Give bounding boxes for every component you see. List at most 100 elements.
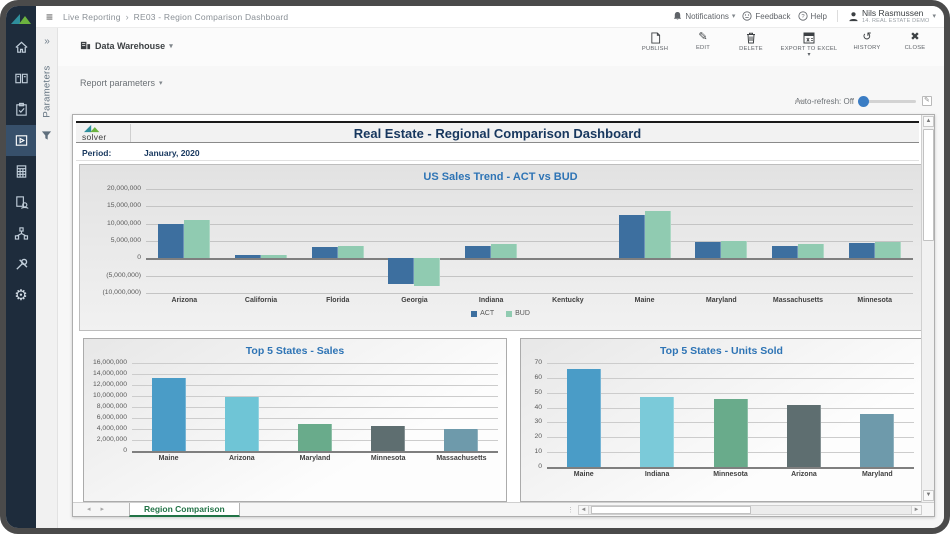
legend-swatch <box>506 311 512 317</box>
drag-handle-icon[interactable]: ⋮ <box>567 506 574 514</box>
y-tick-label: 10,000,000 <box>93 392 127 399</box>
chevron-down-icon: ▾ <box>159 79 163 87</box>
close-icon: ✖ <box>910 32 919 43</box>
tab-nav-arrows[interactable]: ◂▸ <box>87 505 114 513</box>
scroll-left-icon[interactable]: ◄ <box>579 506 589 514</box>
bar-group <box>767 363 840 467</box>
sidebar-item-tools[interactable] <box>6 249 36 280</box>
hamburger-icon[interactable]: ≡ <box>46 10 53 24</box>
y-tick-label: 2,000,000 <box>97 436 127 443</box>
grid-view-icon[interactable] <box>795 100 805 102</box>
filter-icon[interactable] <box>41 128 52 146</box>
x-axis: ArizonaCaliforniaFloridaGeorgiaIndianaKe… <box>146 297 913 304</box>
x-category-label: Minnesota <box>694 471 767 478</box>
scroll-down-icon[interactable]: ▼ <box>923 490 934 501</box>
plot-row: 20,000,00015,000,00010,000,0005,000,0000… <box>80 189 921 293</box>
notifications-button[interactable]: Notifications ▾ <box>673 11 735 21</box>
chevron-down-icon: ▾ <box>932 12 936 20</box>
delete-button[interactable]: DELETE <box>730 32 772 57</box>
x-category-label: Georgia <box>376 297 453 304</box>
sidebar-item-settings[interactable]: ⚙ <box>6 280 36 311</box>
bar-group <box>841 363 914 467</box>
y-tick-label: 30 <box>534 418 542 425</box>
period-label: Period: <box>82 148 111 158</box>
sidebar-item-tasks[interactable] <box>6 94 36 125</box>
user-menu[interactable]: Nils Rasmussen 14. REAL ESTATE DEMO ▾ <box>848 9 936 24</box>
sidebar-item-home[interactable] <box>6 32 36 63</box>
y-tick-label: 15,000,000 <box>107 202 141 209</box>
feedback-button[interactable]: Feedback <box>742 11 790 21</box>
bar-arizona <box>787 405 821 467</box>
history-button[interactable]: ↺ HISTORY <box>846 32 888 57</box>
x-category-label: Indiana <box>620 471 693 478</box>
bar-group <box>146 189 223 293</box>
publish-label: PUBLISH <box>642 46 668 52</box>
y-axis: 16,000,00014,000,00012,000,00010,000,000… <box>84 363 132 451</box>
plot-area <box>146 189 913 293</box>
bar-massachusetts <box>444 429 478 451</box>
sidebar-item-planning[interactable] <box>6 156 36 187</box>
history-icon: ↺ <box>862 32 871 43</box>
bar-bud-arizona <box>184 220 210 258</box>
bar-group <box>836 189 913 293</box>
sidebar-item-live-reporting[interactable] <box>6 125 36 156</box>
nav-sidebar: ⚙ <box>6 6 36 528</box>
bar-maryland <box>298 424 332 451</box>
report-header-band: solver Real Estate - Regional Comparison… <box>76 121 919 143</box>
sidebar-item-library[interactable] <box>6 63 36 94</box>
period-row: Period: January, 2020 <box>76 145 919 161</box>
parameters-rail: » Parameters <box>36 28 58 528</box>
auto-refresh-slider[interactable] <box>860 100 916 103</box>
expand-parameters-icon[interactable]: » <box>36 36 58 47</box>
report-toolbar-row: Data Warehouse ▾ PUBLISH ✎ EDIT DELETE <box>58 28 944 66</box>
delete-label: DELETE <box>739 46 763 52</box>
chart-title: US Sales Trend - ACT vs BUD <box>80 165 921 183</box>
horizontal-scrollbar[interactable]: ◄ ► <box>578 505 922 515</box>
scroll-right-icon[interactable]: ► <box>911 506 921 514</box>
y-tick-label: 60 <box>534 374 542 381</box>
sidebar-item-workflows[interactable] <box>6 218 36 249</box>
edit-icon: ✎ <box>698 32 707 43</box>
chevron-down-icon: ▾ <box>807 54 810 57</box>
data-warehouse-icon <box>80 40 91 51</box>
auto-refresh-control: Auto-refresh: Off ✎ <box>795 96 932 106</box>
svg-text:?: ? <box>801 14 805 20</box>
bar-minnesota <box>371 426 405 451</box>
vertical-scroll-thumb[interactable] <box>923 129 934 241</box>
edit-cell-icon[interactable]: ✎ <box>922 96 932 106</box>
x-category-label: Florida <box>299 297 376 304</box>
horizontal-scroll-thumb[interactable] <box>591 506 751 514</box>
chart-title: Top 5 States - Units Sold <box>521 339 922 357</box>
close-button[interactable]: ✖ CLOSE <box>894 32 936 57</box>
bar-group <box>352 363 425 451</box>
breadcrumb-live-reporting[interactable]: Live Reporting <box>63 12 121 22</box>
data-source-selector[interactable]: Data Warehouse ▾ <box>80 40 173 51</box>
y-tick-label: 8,000,000 <box>97 403 127 410</box>
topbar-right: Notifications ▾ Feedback ? Help Nils Ras… <box>673 9 944 24</box>
scroll-up-icon[interactable]: ▲ <box>923 116 934 127</box>
slider-knob[interactable] <box>858 96 869 107</box>
help-label: Help <box>811 12 827 21</box>
x-category-label: Arizona <box>767 471 840 478</box>
sidebar-item-assignments[interactable] <box>6 187 36 218</box>
export-to-excel-button[interactable]: EXPORT TO EXCEL ▾ <box>778 32 840 57</box>
help-button[interactable]: ? Help <box>798 11 827 21</box>
bar-bud-massachusetts <box>798 244 824 258</box>
publish-button[interactable]: PUBLISH <box>634 32 676 57</box>
report-parameters-dropdown[interactable]: Report parameters ▾ <box>80 78 163 88</box>
edit-button[interactable]: ✎ EDIT <box>682 32 724 57</box>
chart-top5-units-sold: Top 5 States - Units Sold 70605040302010… <box>520 338 923 502</box>
gridline <box>547 467 914 469</box>
vertical-scrollbar[interactable]: ▲ ▼ <box>921 115 934 502</box>
bar-act-arizona <box>158 224 184 259</box>
bar-bud-maine <box>645 211 671 258</box>
y-tick-label: 50 <box>534 389 542 396</box>
bar-group <box>425 363 498 451</box>
report-canvas: solver Real Estate - Regional Comparison… <box>72 114 935 517</box>
bar-group <box>606 189 683 293</box>
bar-bud-indiana <box>491 244 517 259</box>
divider <box>837 10 838 22</box>
sheet-tab-region-comparison[interactable]: Region Comparison <box>129 503 240 517</box>
chevron-down-icon: ▾ <box>169 42 173 50</box>
bar-group <box>547 363 620 467</box>
